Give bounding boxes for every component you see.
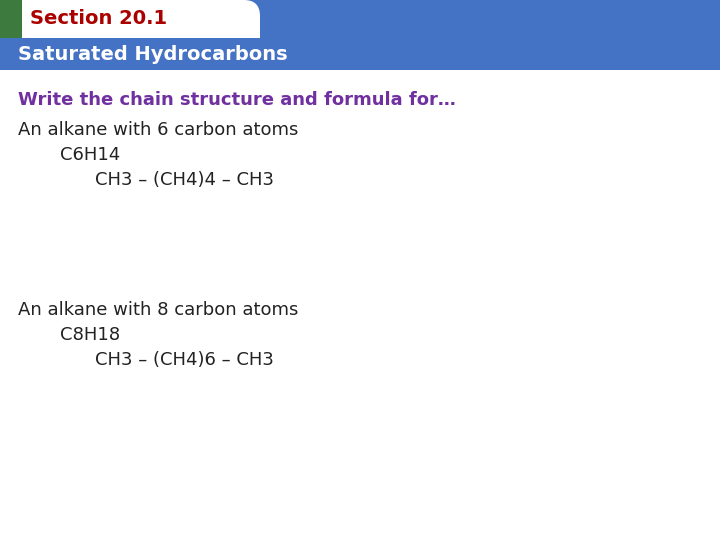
Text: Saturated Hydrocarbons: Saturated Hydrocarbons (18, 44, 287, 64)
Text: C6H14: C6H14 (60, 146, 120, 164)
Text: Write the chain structure and formula for…: Write the chain structure and formula fo… (18, 91, 456, 109)
Bar (0, 19, 260, 38)
Text: CH3 – (CH4)4 – CH3: CH3 – (CH4)4 – CH3 (95, 171, 274, 189)
Text: Section 20.1: Section 20.1 (30, 10, 167, 29)
Bar (0, 0, 22, 38)
FancyBboxPatch shape (0, 0, 260, 38)
Bar (0, 0, 720, 70)
Text: An alkane with 8 carbon atoms: An alkane with 8 carbon atoms (18, 301, 298, 319)
Text: An alkane with 6 carbon atoms: An alkane with 6 carbon atoms (18, 121, 298, 139)
Text: CH3 – (CH4)6 – CH3: CH3 – (CH4)6 – CH3 (95, 351, 274, 369)
Text: C8H18: C8H18 (60, 326, 120, 344)
